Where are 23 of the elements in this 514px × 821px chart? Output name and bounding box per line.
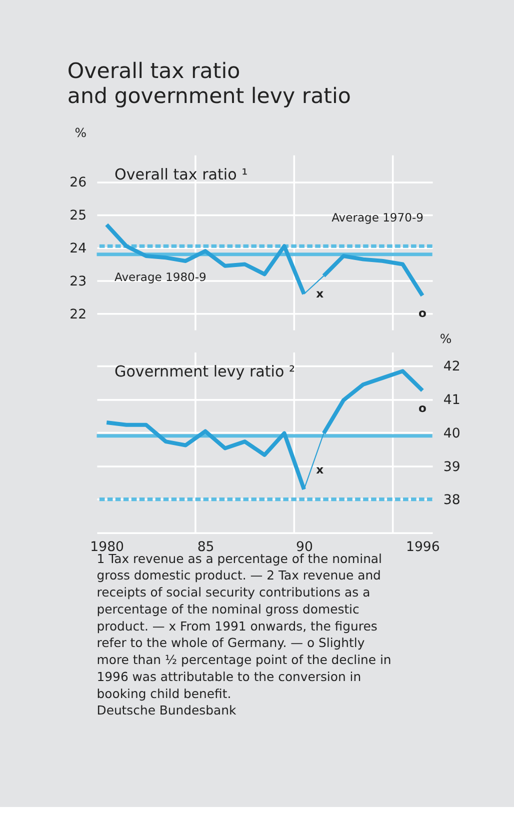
- y-tick-label: 22: [70, 308, 87, 323]
- ref-line-label: Average 1980-9: [114, 270, 206, 284]
- y2-axis-title: %: [440, 331, 452, 346]
- annotation: o: [418, 400, 426, 415]
- annotation: x: [316, 286, 324, 300]
- text: Overall tax ratio ¹: [114, 165, 248, 184]
- y2-tick-label: 42: [443, 360, 460, 375]
- annotation: o: [418, 306, 426, 320]
- y2-tick-label: 38: [443, 493, 460, 508]
- chart-title: Overall tax ratio and government levy ratio: [67, 59, 351, 109]
- text: Deutsche Bundesbank: [96, 702, 237, 718]
- y-tick-label: 23: [70, 274, 87, 290]
- text: Government levy ratio ²: [114, 362, 296, 380]
- y-tick-label: 25: [70, 208, 87, 224]
- y2-tick-label: 41: [443, 393, 460, 408]
- ref-line-label: Average 1970-9: [332, 210, 424, 224]
- y2-tick-label: 40: [443, 426, 460, 442]
- x-tick-label: 1996: [406, 540, 440, 555]
- y-tick-label: 24: [70, 242, 87, 257]
- y2-tick-label: 39: [443, 460, 460, 475]
- y-tick-label: 26: [70, 176, 87, 191]
- annotation: x: [316, 462, 324, 477]
- y-axis-title: %: [74, 125, 87, 140]
